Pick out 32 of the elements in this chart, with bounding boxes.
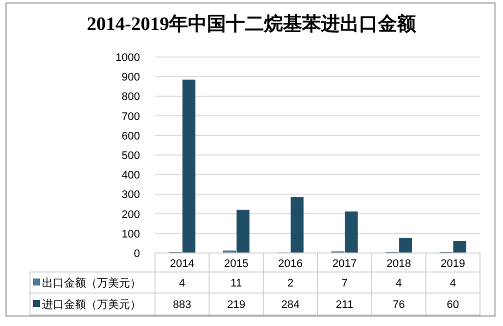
data-label: 4 [396,278,402,290]
y-tick-label: 900 [122,72,140,84]
data-label: 60 [446,299,460,311]
y-tick-label: 800 [122,91,140,104]
y-tick-label: 200 [122,208,140,221]
x-tick-label: 2018 [386,258,411,270]
data-label: 211 [336,299,354,311]
data-label: 219 [227,299,246,311]
x-tick-label: 2017 [332,258,357,270]
data-label: 284 [281,299,300,311]
y-tick-label: 400 [122,170,140,182]
chart-title: 2014-2019年中国十二烷基苯进出口金额 [86,13,418,35]
data-label: 76 [392,299,405,311]
y-tick-label: 100 [122,228,140,240]
y-tick-label: 700 [122,110,140,123]
y-tick-label: 1000 [116,52,140,64]
x-tick-label: 2019 [440,258,466,270]
data-label: 2 [287,278,294,290]
data-label: 883 [172,299,192,311]
y-tick-label: 300 [122,189,140,202]
data-label: 7 [342,278,348,290]
x-tick-label: 2014 [170,258,194,270]
data-label: 4 [450,278,456,290]
x-tick-label: 2015 [224,258,248,270]
x-tick-label: 2016 [278,258,303,270]
y-tick-label: 600 [122,130,140,142]
legend-label: 出口金额（万美元） [42,276,141,290]
legend-label: 进口金额（万美元） [42,298,141,311]
data-label: 4 [179,278,186,290]
y-tick-label: 0 [134,248,140,260]
data-label: 11 [230,278,242,290]
y-tick-label: 500 [122,150,140,162]
